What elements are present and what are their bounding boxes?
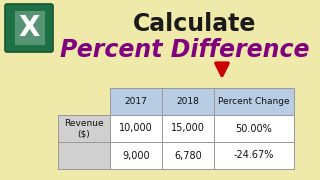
Text: Percent Difference: Percent Difference [60, 38, 310, 62]
Text: X: X [18, 14, 40, 42]
Text: 9,000: 9,000 [122, 150, 150, 161]
Bar [110, 88, 294, 115]
FancyBboxPatch shape [5, 4, 53, 52]
Text: Revenue: Revenue [64, 119, 104, 128]
Text: -24.67%: -24.67% [234, 150, 274, 161]
Text: 50.00%: 50.00% [236, 123, 272, 134]
Text: Percent Change: Percent Change [218, 97, 290, 106]
Text: 6,780: 6,780 [174, 150, 202, 161]
Text: 15,000: 15,000 [171, 123, 205, 134]
Text: 2017: 2017 [124, 97, 148, 106]
Bar [110, 115, 294, 142]
Bar [58, 115, 110, 142]
Bar [110, 142, 294, 169]
Text: 10,000: 10,000 [119, 123, 153, 134]
Text: ($): ($) [78, 130, 90, 139]
Bar [58, 142, 110, 169]
Text: Calculate: Calculate [133, 12, 257, 36]
Text: 2018: 2018 [177, 97, 199, 106]
FancyBboxPatch shape [15, 11, 45, 45]
